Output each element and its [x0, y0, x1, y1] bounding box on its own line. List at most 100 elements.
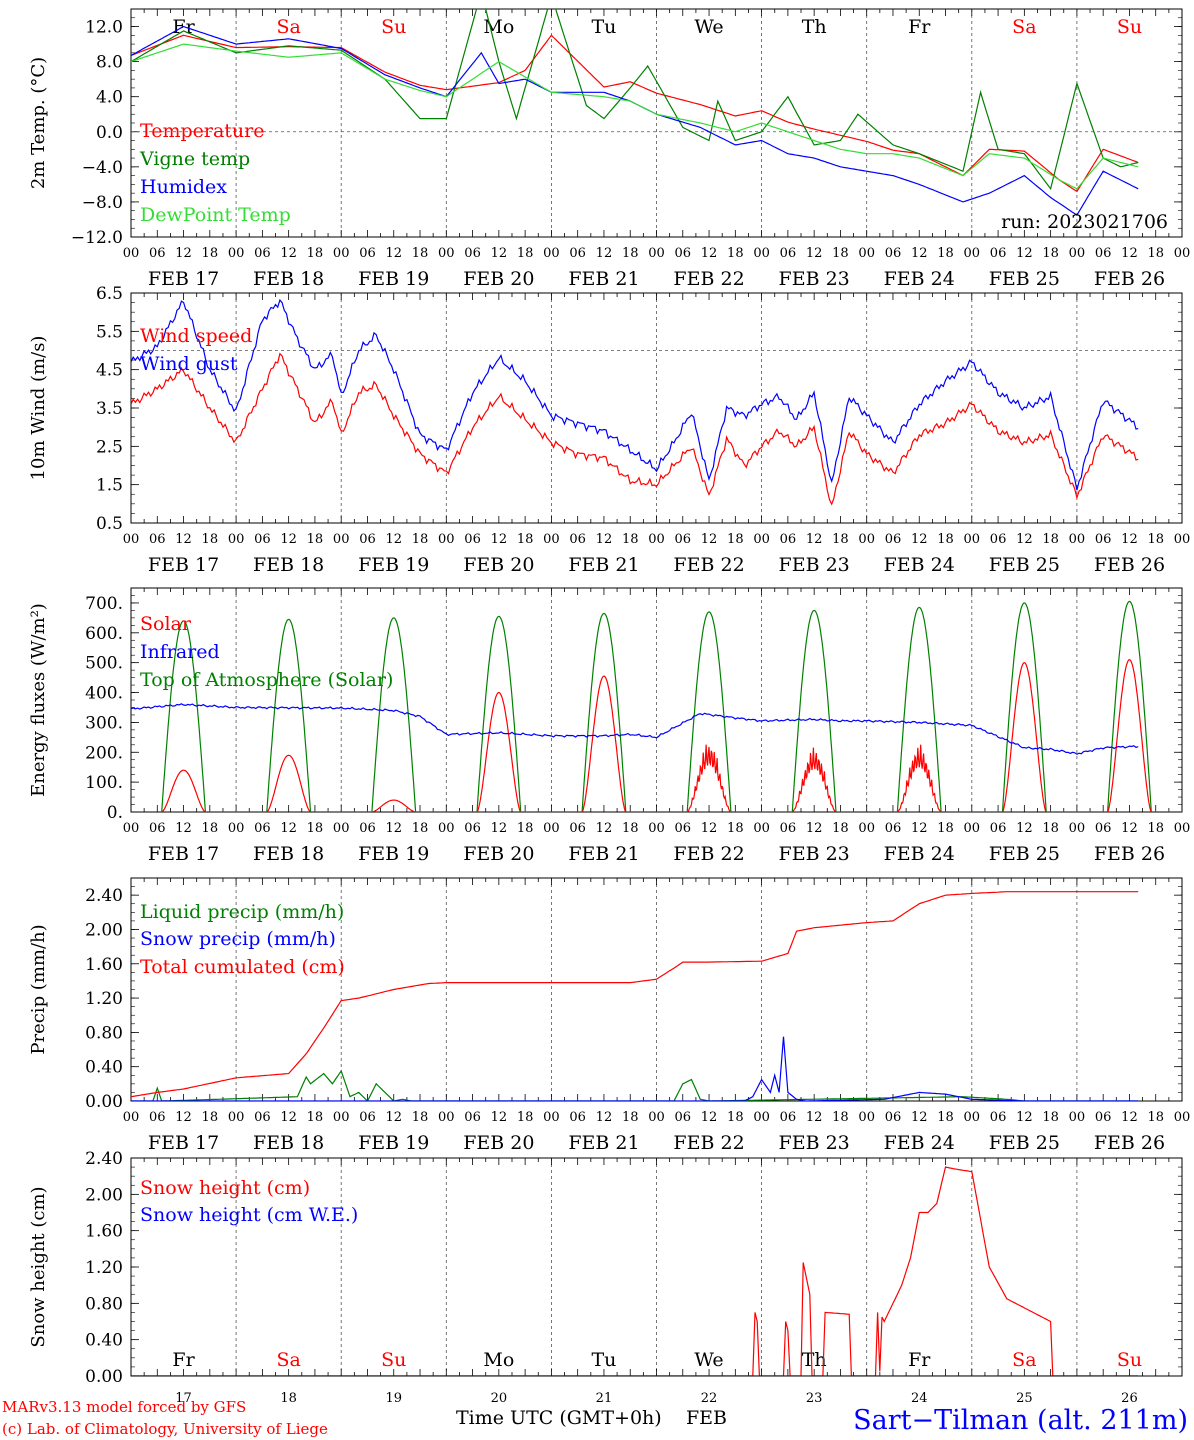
y-tick-label: 2.40	[85, 1149, 123, 1169]
weekday-label: Su	[381, 16, 406, 38]
hour-label: 00	[438, 246, 455, 261]
hour-label: 06	[1095, 532, 1112, 547]
date-label: FEB 19	[358, 554, 429, 576]
y-tick-label: −12.0	[71, 228, 123, 248]
legend-entry: Liquid precip (mm/h)	[140, 901, 344, 923]
hour-label: 00	[123, 246, 140, 261]
hour-label: 12	[385, 246, 402, 261]
hour-label: 12	[701, 532, 718, 547]
hour-label: 12	[596, 532, 613, 547]
hour-label: 18	[412, 821, 429, 836]
lab-credit: (c) Lab. of Climatology, University of L…	[2, 1420, 328, 1438]
hour-label: 12	[1016, 246, 1033, 261]
hour-label: 12	[596, 1110, 613, 1125]
hour-label: 00	[1174, 1110, 1191, 1125]
day-number-label: 21	[596, 1391, 613, 1406]
hour-label: 18	[937, 821, 954, 836]
hour-label: 06	[254, 246, 271, 261]
weekday-label: Fr	[172, 1349, 195, 1371]
hour-label: 06	[254, 1110, 271, 1125]
weekday-label: Su	[1117, 1349, 1142, 1371]
hour-label: 18	[307, 532, 324, 547]
y-tick-label: 12.0	[85, 18, 123, 38]
hour-label: 00	[1069, 821, 1086, 836]
date-label: FEB 18	[253, 268, 324, 290]
y-axis-label: 2m Temp. (°C)	[28, 57, 49, 189]
day-number-label: 18	[280, 1391, 297, 1406]
hour-label: 06	[1095, 246, 1112, 261]
hour-label: 12	[280, 532, 297, 547]
time-axis-label: Time UTC (GMT+0h)	[456, 1407, 662, 1429]
hour-label: 06	[1095, 821, 1112, 836]
hour-label: 00	[753, 821, 770, 836]
hour-label: 18	[937, 1110, 954, 1125]
panel-2: 6.5 5.5 4.5 3.5 2.5 1.5 0.5 10m Wind (m/s) 00 06 1…	[28, 284, 1190, 576]
series-0	[131, 1166, 1139, 1376]
y-tick-label: 2.00	[85, 1185, 123, 1205]
hour-label: 00	[123, 821, 140, 836]
hour-label: 00	[648, 532, 665, 547]
y-tick-label: 3.5	[96, 399, 123, 419]
hour-label: 12	[1121, 821, 1138, 836]
hour-label: 06	[780, 532, 797, 547]
date-label: FEB 25	[989, 843, 1060, 865]
hour-label: 12	[385, 821, 402, 836]
hour-label: 00	[858, 532, 875, 547]
hour-label: 00	[858, 246, 875, 261]
hour-label: 18	[202, 821, 219, 836]
hour-label: 00	[1069, 1110, 1086, 1125]
legend-entry: Top of Atmosphere (Solar)	[140, 669, 393, 691]
hour-label: 00	[1174, 246, 1191, 261]
hour-label: 06	[359, 1110, 376, 1125]
series-0	[131, 352, 1139, 506]
hour-label: 18	[412, 246, 429, 261]
y-axis-label: Energy fluxes (W/m²)	[28, 603, 49, 797]
hour-label: 18	[307, 246, 324, 261]
hour-label: 18	[307, 1110, 324, 1125]
hour-label: 06	[675, 246, 692, 261]
hour-label: 00	[753, 532, 770, 547]
hour-label: 18	[832, 1110, 849, 1125]
hour-label: 06	[149, 1110, 166, 1125]
day-number-label: 17	[175, 1391, 192, 1406]
series-group	[131, 298, 1139, 506]
hour-label: 06	[149, 532, 166, 547]
y-tick-label: 1.60	[85, 1222, 123, 1242]
date-label: FEB 24	[884, 554, 955, 576]
y-axis-label: 10m Wind (m/s)	[28, 336, 49, 481]
weekday-label: Th	[802, 16, 827, 38]
hour-label: 18	[832, 532, 849, 547]
hour-label: 12	[911, 1110, 928, 1125]
hour-label: 18	[1147, 821, 1164, 836]
station-label: Sart−Tilman (alt. 211m)	[853, 1405, 1188, 1436]
hour-label: 06	[675, 821, 692, 836]
y-tick-label: 600.	[85, 624, 123, 644]
hour-label: 00	[543, 246, 560, 261]
y-tick-label: 0.0	[96, 123, 123, 143]
hour-label: 12	[806, 532, 823, 547]
month-label: FEB	[686, 1407, 727, 1429]
hour-label: 18	[1147, 532, 1164, 547]
panel-1: 12.0 8.0 4.0 0.0 −4.0 −8.0 −12.0 2m Temp. (°C) 0…	[28, 8, 1191, 290]
hour-label: 00	[964, 1110, 981, 1125]
hour-label: 00	[1069, 246, 1086, 261]
hour-label: 12	[1016, 532, 1033, 547]
y-tick-label: −4.0	[82, 158, 123, 178]
hour-label: 00	[228, 532, 245, 547]
hour-label: 12	[491, 532, 508, 547]
y-tick-label: −8.0	[82, 193, 123, 213]
date-label: FEB 23	[779, 843, 850, 865]
hour-label: 12	[596, 246, 613, 261]
weekday-label: Tu	[591, 1349, 616, 1371]
hour-label: 06	[254, 821, 271, 836]
weekday-label: We	[694, 1349, 723, 1371]
y-tick-label: 1.20	[85, 989, 123, 1009]
series-1	[131, 9, 1139, 191]
hour-label: 12	[280, 821, 297, 836]
date-label: FEB 18	[253, 554, 324, 576]
date-label: FEB 20	[463, 843, 534, 865]
y-tick-label: 0.80	[85, 1294, 123, 1314]
hour-label: 12	[385, 532, 402, 547]
hour-label: 06	[254, 532, 271, 547]
